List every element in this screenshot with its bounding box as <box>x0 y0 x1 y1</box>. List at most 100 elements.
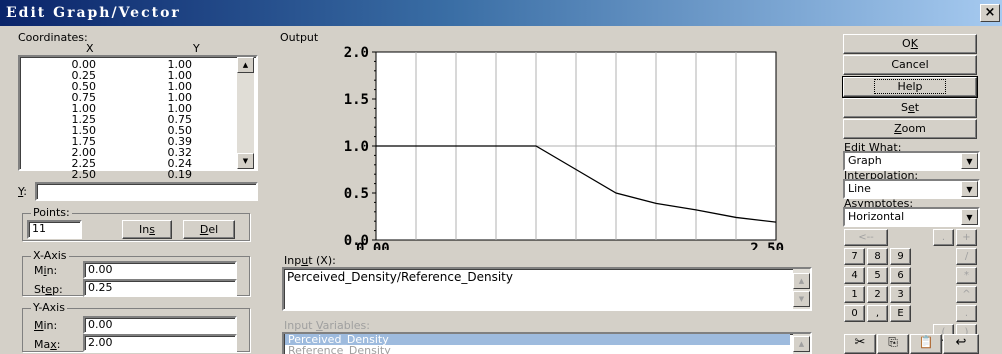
keypad-e[interactable]: E <box>890 305 911 322</box>
coordinate-row[interactable]: 1.25 0.75 <box>40 113 193 126</box>
keypad-5[interactable]: 5 <box>867 267 888 284</box>
coordinate-gap <box>96 114 154 125</box>
help-button[interactable]: Help <box>842 76 978 98</box>
input-x-field[interactable]: Perceived_Density/Reference_Density ▲ ▼ <box>282 267 812 311</box>
y-min-input[interactable]: 0.00 <box>83 316 237 334</box>
title-bar: Edit Graph/Vector × <box>0 0 1002 26</box>
keypad-9[interactable]: 9 <box>890 248 911 265</box>
coordinate-row[interactable]: 1.00 1.00 <box>40 102 193 115</box>
scroll-down-icon[interactable]: ▼ <box>237 153 254 169</box>
x-tick-label: 2.50 <box>750 241 784 250</box>
keypad-comma[interactable]: , <box>867 305 888 322</box>
coordinate-x: 1.75 <box>71 135 97 148</box>
keypad-multiply[interactable]: * <box>956 267 977 284</box>
scroll-down-icon[interactable]: ▼ <box>793 291 810 307</box>
points-input[interactable]: 11 <box>27 220 82 239</box>
interpolation-select[interactable]: Line ▼ <box>843 179 980 199</box>
chevron-down-icon[interactable]: ▼ <box>961 209 978 225</box>
coordinate-x: 0.25 <box>71 69 97 82</box>
coordinate-gap <box>96 70 154 81</box>
coordinate-x: 1.25 <box>71 113 97 126</box>
coordinate-gap <box>96 103 154 114</box>
coordinates-x-header: X <box>86 42 94 55</box>
coordinate-row[interactable]: 2.50 0.19 <box>40 168 193 181</box>
coordinate-x: 2.00 <box>71 146 97 159</box>
edit-what-label: Edit What: <box>844 141 902 154</box>
input-variable-item[interactable]: Reference_Density <box>288 344 391 354</box>
coordinate-gap <box>96 125 154 136</box>
y-axis-group: Y-Axis Min: 0.00 Max: 2.00 <box>22 301 250 352</box>
keypad-backspace[interactable]: <-- <box>844 229 888 246</box>
input-x-value: Perceived_Density/Reference_Density <box>287 270 513 284</box>
coordinates-list[interactable]: 0.00 1.00 0.25 1.00 0.50 1.00 0.75 1.00 1.00 1.00… <box>18 55 258 180</box>
keypad-3[interactable]: 3 <box>890 286 911 303</box>
input-x-scrollbar[interactable]: ▲ ▼ <box>793 269 810 309</box>
copy-icon[interactable]: ⎘ <box>877 334 909 354</box>
coordinate-row[interactable]: 0.00 1.00 <box>40 58 193 71</box>
coordinate-y: 0.19 <box>167 168 193 181</box>
input-variables-list[interactable]: Perceived_Density Reference_Density ▲ <box>282 332 812 354</box>
zoom-button[interactable]: Zoom <box>843 119 977 139</box>
delete-point-button[interactable]: Del <box>183 220 235 239</box>
set-button[interactable]: Set <box>843 98 977 118</box>
ok-button[interactable]: OK <box>843 34 977 54</box>
x-step-input[interactable]: 0.25 <box>83 279 237 297</box>
cut-icon[interactable]: ✂ <box>844 334 876 354</box>
y-max-label: Max: <box>34 338 61 351</box>
insert-point-button[interactable]: Ins <box>122 220 172 239</box>
coordinate-y: 1.00 <box>167 69 193 82</box>
coordinate-row[interactable]: 0.50 1.00 <box>40 80 193 93</box>
keypad-divide[interactable]: / <box>956 248 977 265</box>
chart-ticks <box>372 51 376 241</box>
coordinate-row[interactable]: 2.25 0.24 <box>40 158 193 169</box>
output-chart[interactable]: 2.0 1.5 1.0 0.5 0.00.00 2.50 <box>310 38 820 250</box>
y-tick-label: 1.0 <box>344 139 369 155</box>
coordinate-row[interactable]: 0.25 1.00 <box>40 69 193 82</box>
y-field-input[interactable] <box>35 182 258 201</box>
coordinates-rows: 0.00 1.00 0.25 1.00 0.50 1.00 0.75 1.00 1.00 1.00… <box>40 58 193 181</box>
coordinate-y: 0.75 <box>167 113 193 126</box>
keypad-8[interactable]: 8 <box>867 248 888 265</box>
keypad-6[interactable]: 6 <box>890 267 911 284</box>
output-label: Output <box>280 31 319 44</box>
coordinate-row[interactable]: 1.50 0.50 <box>40 125 193 136</box>
chevron-down-icon[interactable]: ▼ <box>961 181 978 197</box>
keypad-power[interactable]: ^ <box>956 286 977 303</box>
coordinate-row[interactable]: 1.75 0.39 <box>40 135 193 148</box>
keypad-2[interactable]: 2 <box>867 286 888 303</box>
coordinate-y: 0.39 <box>167 135 193 148</box>
window-title: Edit Graph/Vector <box>6 5 181 21</box>
coordinate-row[interactable]: 0.75 1.00 <box>40 92 193 103</box>
keypad-7[interactable]: 7 <box>844 248 865 265</box>
keypad-4[interactable]: 4 <box>844 267 865 284</box>
coordinate-row[interactable]: 2.00 0.32 <box>40 146 193 159</box>
input-variables-scrollbar[interactable]: ▲ <box>793 334 810 354</box>
paste-icon[interactable]: 📋 <box>910 334 942 354</box>
x-axis-label: X-Axis <box>31 249 69 262</box>
keypad-0[interactable]: 0 <box>844 305 865 322</box>
cancel-button[interactable]: Cancel <box>843 55 977 75</box>
keypad-1[interactable]: 1 <box>844 286 865 303</box>
chevron-down-icon[interactable]: ▼ <box>961 153 978 169</box>
coordinate-y: 1.00 <box>167 102 193 115</box>
scroll-up-icon[interactable]: ▲ <box>793 273 810 289</box>
y-field-label: Y: <box>18 185 27 198</box>
interpolation-label: Interpolation: <box>844 169 919 182</box>
undo-icon[interactable]: ↩ <box>943 334 979 354</box>
coordinate-y: 1.00 <box>167 58 193 71</box>
keypad-dot[interactable]: . <box>956 305 977 322</box>
input-variable-item[interactable]: Perceived_Density <box>285 334 790 345</box>
close-button[interactable]: × <box>980 4 1000 22</box>
keypad-plus[interactable]: + <box>956 229 977 246</box>
coordinate-x: 0.50 <box>71 80 97 93</box>
y-min-label: Min: <box>34 319 58 332</box>
edit-what-select[interactable]: Graph ▼ <box>843 151 980 171</box>
scroll-up-icon[interactable]: ▲ <box>793 336 810 352</box>
coordinate-x: 1.00 <box>71 102 97 115</box>
y-max-input[interactable]: 2.00 <box>83 334 237 352</box>
x-min-input[interactable]: 0.00 <box>83 261 237 279</box>
scroll-up-icon[interactable]: ▲ <box>237 57 254 73</box>
asymptotes-select[interactable]: Horizontal ▼ <box>843 207 980 227</box>
keypad-dot-top[interactable]: . <box>933 229 954 246</box>
coordinates-scrollbar[interactable]: ▲ ▼ <box>237 57 254 169</box>
